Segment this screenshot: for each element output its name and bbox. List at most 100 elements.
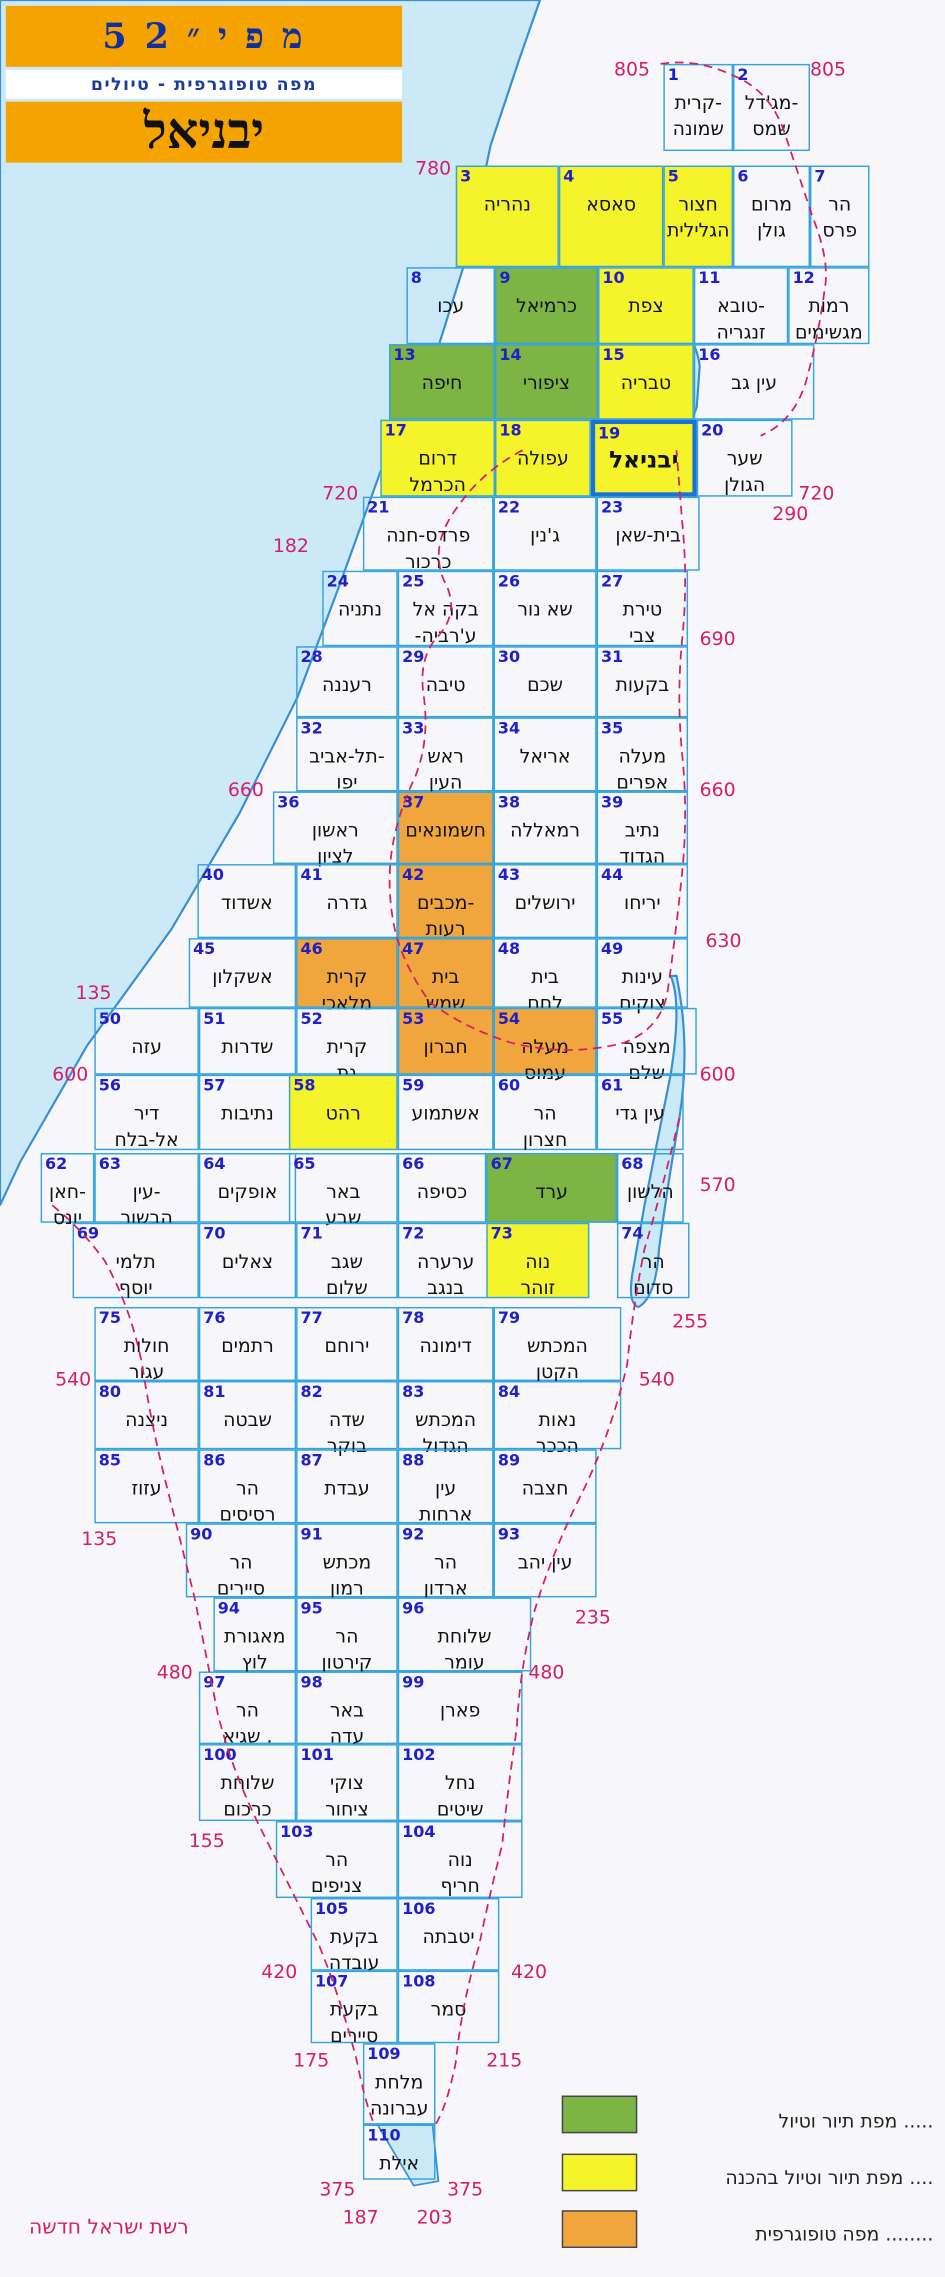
sheet-83[interactable]: 83 המכתש הגדול <box>397 1381 494 1458</box>
sheet-69[interactable]: 69 תלמי יוסף <box>72 1222 199 1300</box>
sheet-32[interactable]: 32 תל-אביב- יפו <box>296 717 398 794</box>
sheet-109[interactable]: 109 מלחת עברונה <box>362 2043 436 2125</box>
sheet-16[interactable]: 16 עין גב <box>693 344 815 420</box>
sheet-33[interactable]: 33 ראש העין <box>397 717 494 794</box>
sheet-20[interactable]: 20 שער הגולן <box>696 419 793 497</box>
sheet-39[interactable]: 39 נתיב הגדוד <box>596 791 689 868</box>
sheet-61[interactable]: 61 עין גדי <box>596 1074 684 1151</box>
sheet-107[interactable]: 107 בקעת סיירים <box>310 1970 398 2048</box>
sheet-72[interactable]: 72 ערערה בנגב <box>397 1222 494 1300</box>
sheet-55[interactable]: 55 מצפה שלם <box>596 1007 697 1085</box>
sheet-43[interactable]: 43 ירושלים <box>493 864 597 939</box>
sheet-104[interactable]: 104 נוה חריף <box>397 1821 523 1899</box>
sheet-70[interactable]: 70 צאלים <box>198 1222 297 1299</box>
sheet-38[interactable]: 38 רמאללה <box>493 791 597 865</box>
sheet-65[interactable]: 65 באר שבע <box>288 1153 398 1230</box>
sheet-79[interactable]: 79 המכתש הקטן <box>493 1306 622 1384</box>
sheet-4[interactable]: 3 נהריה <box>455 165 559 268</box>
sheet-44[interactable]: 44 יריחו <box>596 864 689 939</box>
sheet-26[interactable]: 26 שא נור <box>493 570 597 647</box>
sheet-86[interactable]: 86 הר רסיסים <box>198 1449 297 1526</box>
sheet-105[interactable]: 105 בקעת עובדה <box>310 1898 398 1975</box>
sheet-45[interactable]: 45 אשקלון <box>188 938 297 1008</box>
sheet-27[interactable]: 27 טירת צבי <box>596 570 689 648</box>
sheet-98[interactable]: 98 באר עדה <box>296 1671 398 1748</box>
sheet-9[interactable]: 9 כרמיאל <box>494 267 599 345</box>
sheet-63[interactable]: 63 עין- הבשור <box>94 1153 199 1230</box>
sheet-21[interactable]: 21 פרדס-חנה כרכור <box>362 496 494 574</box>
sheet-78[interactable]: 78 דימונה <box>397 1306 494 1382</box>
sheet-15[interactable]: 15 טבריה <box>598 344 694 420</box>
sheet-99[interactable]: 99 פארן <box>397 1671 523 1745</box>
sheet-90[interactable]: 90 הר סיירים <box>185 1523 297 1600</box>
sheet-96[interactable]: 96 שלוחת עומר <box>397 1597 532 1674</box>
sheet-42[interactable]: 42 מכבים- רעות <box>397 864 494 941</box>
sheet-29[interactable]: 29 טיבה <box>397 646 494 718</box>
sheet-18[interactable]: 18 עפולה <box>494 419 591 497</box>
sheet-87[interactable]: 87 עבדת <box>296 1449 398 1524</box>
sheet-54[interactable]: 54 מעלה עמוס <box>493 1007 597 1085</box>
sheet-93[interactable]: 93 עין יהב <box>493 1523 597 1598</box>
sheet-102[interactable]: 102 נחל שיטים <box>397 1744 523 1822</box>
sheet-95[interactable]: 95 הר קירטון <box>296 1597 398 1674</box>
sheet-71[interactable]: 71 שגב שלום <box>296 1222 398 1300</box>
sheet-12[interactable]: 12 רמות מגשימים <box>788 267 870 345</box>
sheet-28[interactable]: 28 רעננה <box>296 646 398 718</box>
sheet-17[interactable]: 17 דרום הכרמל <box>380 419 495 497</box>
sheet-82[interactable]: 82 שדה בוקר <box>296 1381 398 1458</box>
sheet-25[interactable]: 25 בקה אל -ע'רביה <box>397 570 494 648</box>
sheet-80[interactable]: 80 ניצנה <box>94 1381 199 1450</box>
sheet-108[interactable]: 108 סמר <box>397 1970 500 2044</box>
sheet-51[interactable]: 51 שדרות <box>198 1007 297 1075</box>
sheet-23[interactable]: 23 בית-שאן <box>596 496 700 571</box>
sheet-88[interactable]: 88 עין ארחות <box>397 1449 494 1526</box>
sheet-5[interactable]: 5 חצור הגלילית <box>663 165 734 268</box>
sheet-92[interactable]: 92 הר ארדון <box>397 1523 494 1600</box>
sheet-49[interactable]: 49 עינות צוקים <box>596 938 689 1015</box>
sheet-67[interactable]: 67 ערד <box>486 1153 617 1223</box>
sheet-53[interactable]: 53 חברון <box>397 1007 494 1075</box>
sheet-94[interactable]: 94 מאגורת לוץ <box>213 1597 297 1674</box>
sheet-74[interactable]: 74 הר סדום <box>616 1222 690 1300</box>
sheet-81[interactable]: 81 שבטה <box>198 1381 297 1450</box>
sheet-10[interactable]: 10 צפת <box>598 267 694 345</box>
sheet-73[interactable]: 73 נוה זוהר <box>486 1222 590 1300</box>
sheet-2[interactable]: 2 מג'דל- שמס <box>733 63 810 152</box>
sheet-22[interactable]: 22 ג'נין <box>493 496 597 571</box>
sheet-106[interactable]: 106 יטבתה <box>397 1898 500 1971</box>
sheet-62[interactable]: 62 חאן- יונס <box>40 1153 95 1230</box>
sheet-77[interactable]: 77 ירוחם <box>296 1306 398 1382</box>
sheet-75[interactable]: 75 חולות עגור <box>94 1306 199 1384</box>
sheet-6[interactable]: 6 מרום גולן <box>733 165 810 268</box>
sheet-11[interactable]: 11 טובא- זנגריה <box>693 267 789 345</box>
sheet-50[interactable]: 50 עזה <box>94 1007 199 1075</box>
sheet-8[interactable]: 8 עכו <box>406 267 495 345</box>
sheet-101[interactable]: 101 צוקי ציחור <box>296 1744 398 1822</box>
sheet-59[interactable]: 59 אשתמוע <box>397 1074 494 1151</box>
sheet-41[interactable]: 41 גדרה <box>296 864 398 939</box>
sheet-85[interactable]: 85 עזוז <box>94 1449 199 1524</box>
sheet-35[interactable]: 35 מעלה אפרים <box>596 717 689 794</box>
sheet-1[interactable]: 1 קרית- שמונה <box>663 63 734 152</box>
sheet-56[interactable]: 56 דיר אל-בלח <box>94 1074 199 1152</box>
sheet-64[interactable]: 64 אופקים <box>198 1153 297 1223</box>
sheet-97[interactable]: 97 הר שגיא . <box>198 1671 297 1748</box>
sheet-89[interactable]: 89 חצבה <box>493 1449 597 1524</box>
sheet-48[interactable]: 48 בית לחם <box>493 938 597 1015</box>
sheet-24[interactable]: 24 נתניה <box>322 570 398 647</box>
sheet-66[interactable]: 66 כסיפה <box>397 1153 487 1223</box>
sheet-91[interactable]: 91 מכתש רמון <box>296 1523 398 1600</box>
sheet-14[interactable]: 14 ציפורי <box>494 344 599 420</box>
sheet-36[interactable]: 36 ראשון לציון <box>272 791 398 868</box>
sheet-37[interactable]: 37 חשמונאים <box>397 791 494 865</box>
sheet-30[interactable]: 30 שכם <box>493 646 597 718</box>
sheet-40[interactable]: 40 אשדוד <box>197 864 297 939</box>
sheet-68[interactable]: 68 הלשון <box>616 1153 684 1223</box>
sheet-76[interactable]: 76 רתמים <box>198 1306 297 1382</box>
sheet-7[interactable]: 7 הר פרס <box>809 165 870 268</box>
sheet-46[interactable]: 46 קרית מלאכי <box>296 938 398 1015</box>
sheet-4b[interactable]: 4 סאסא <box>558 165 664 268</box>
sheet-47[interactable]: 47 בית שמש <box>397 938 494 1015</box>
sheet-13[interactable]: 13 חיפה <box>389 344 495 420</box>
sheet-100[interactable]: 100 שלוחת כרכום <box>198 1744 297 1822</box>
